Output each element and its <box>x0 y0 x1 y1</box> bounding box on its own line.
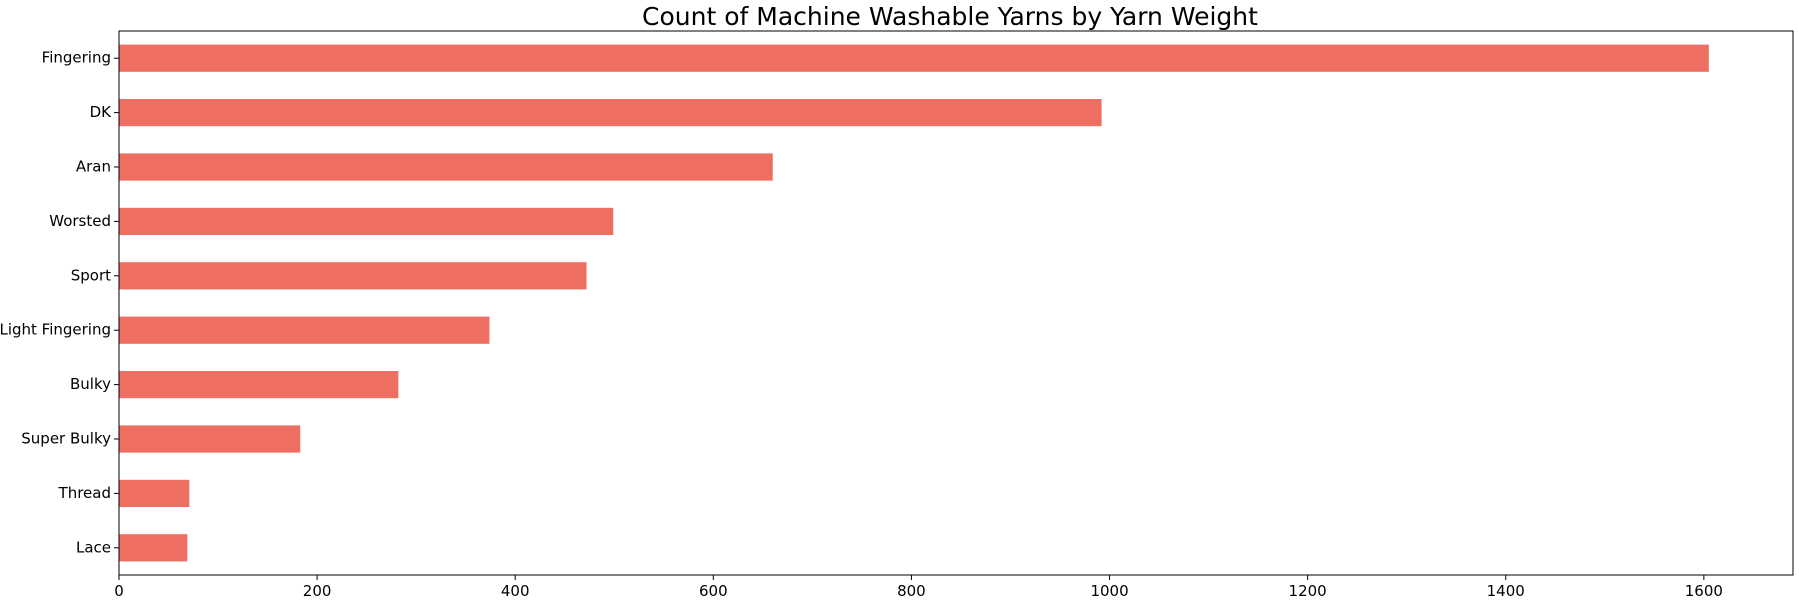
plot-frame <box>118 30 1794 576</box>
x-tick-label: 600 <box>699 582 728 600</box>
x-tick-label: 400 <box>501 582 530 600</box>
x-tick-label: 1200 <box>1289 582 1327 600</box>
bar-super-bulky <box>119 425 301 453</box>
bar-dk <box>119 99 1102 127</box>
bar-fingering <box>119 44 1709 72</box>
y-tick-label: DK <box>90 103 113 121</box>
bar-lace <box>119 534 188 562</box>
x-tick-label: 0 <box>114 582 124 600</box>
x-tick-label: 800 <box>897 582 926 600</box>
chart-title: Count of Machine Washable Yarns by Yarn … <box>642 2 1258 31</box>
x-tick-label: 1000 <box>1090 582 1128 600</box>
y-axis: Fingering DK Aran Worsted Sport Light Fingeri… <box>0 49 119 556</box>
bar-light-fingering <box>119 316 490 344</box>
bars-layer <box>119 44 1709 562</box>
bar-thread <box>119 479 190 507</box>
y-tick-label: Lace <box>76 538 111 556</box>
x-tick-label: 1400 <box>1487 582 1525 600</box>
bar-bulky <box>119 371 399 399</box>
y-tick-label: Aran <box>76 158 111 176</box>
bar-sport <box>119 262 587 290</box>
x-tick-label: 1600 <box>1685 582 1723 600</box>
x-axis: 0 200 400 600 800 1000 1200 1400 1600 <box>114 575 1723 600</box>
y-tick-label: Super Bulky <box>21 430 111 448</box>
x-tick-label: 200 <box>303 582 332 600</box>
y-tick-label: Thread <box>58 484 111 502</box>
y-tick-label: Light Fingering <box>0 321 111 339</box>
y-tick-label: Fingering <box>42 49 111 67</box>
y-tick-label: Worsted <box>49 212 111 230</box>
bar-worsted <box>119 207 614 235</box>
y-tick-label: Bulky <box>70 375 111 393</box>
y-tick-label: Sport <box>71 266 111 284</box>
bar-aran <box>119 153 773 181</box>
